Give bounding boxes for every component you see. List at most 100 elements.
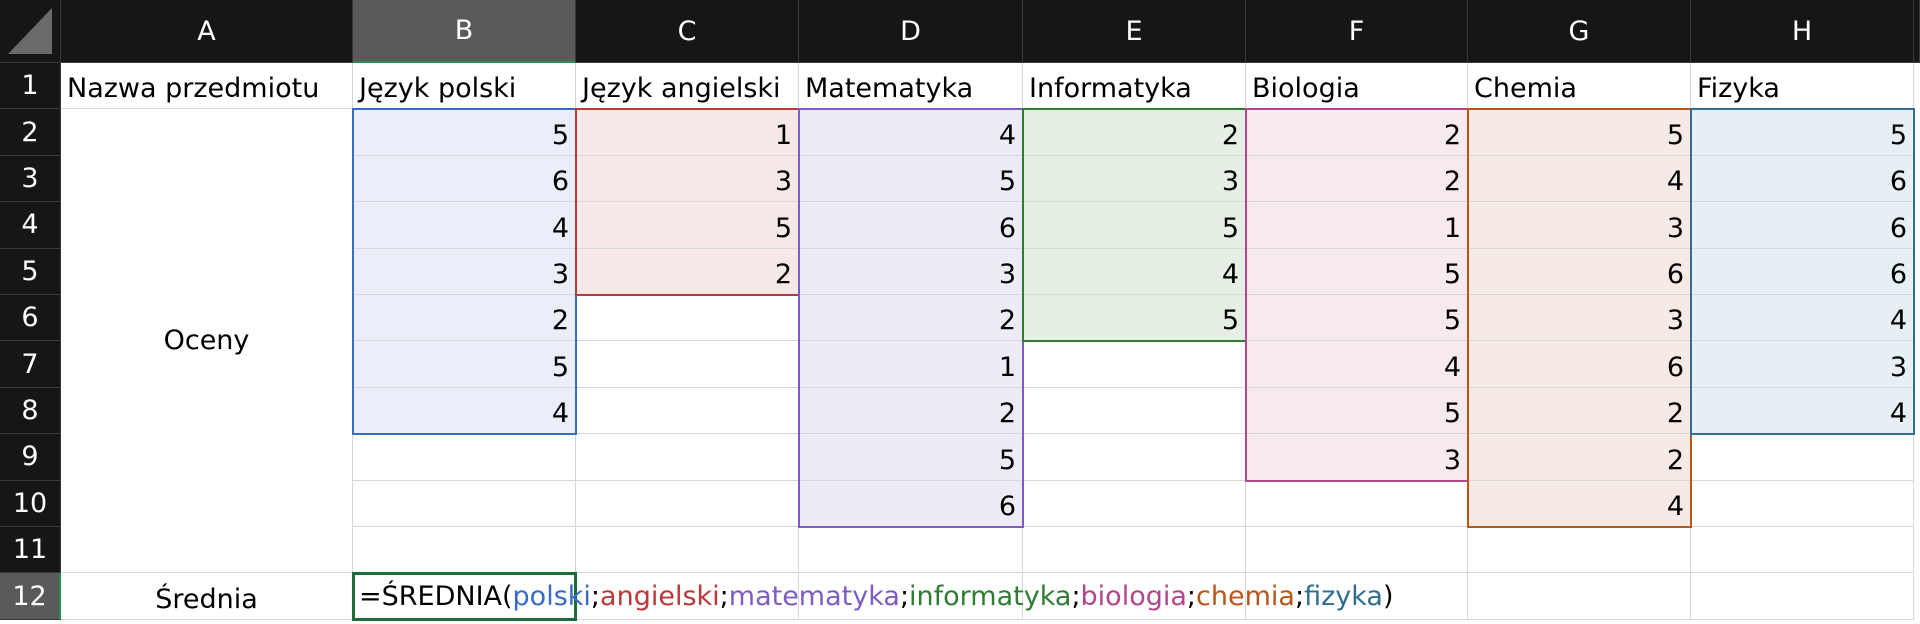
grade-cell[interactable]: 3 — [576, 155, 799, 203]
cell[interactable] — [799, 573, 1023, 620]
grade-cell[interactable]: 4 — [353, 387, 576, 435]
grade-cell[interactable]: 4 — [1023, 248, 1246, 295]
active-cell-b12[interactable] — [352, 572, 577, 621]
cell[interactable] — [576, 341, 799, 388]
grade-cell[interactable]: 2 — [1468, 387, 1691, 435]
grade-cell[interactable]: 5 — [799, 155, 1023, 203]
cell[interactable] — [353, 480, 576, 527]
cell[interactable] — [1023, 527, 1246, 574]
grade-cell[interactable]: 2 — [353, 295, 576, 342]
grade-cell[interactable]: 3 — [1246, 434, 1468, 481]
row-header-7[interactable]: 7 — [0, 341, 61, 388]
grade-cell[interactable]: 4 — [1246, 341, 1468, 388]
grade-cell[interactable]: 3 — [1468, 295, 1691, 342]
cell[interactable] — [1468, 573, 1691, 620]
grade-cell[interactable]: 5 — [353, 109, 576, 156]
grade-cell[interactable]: 6 — [353, 155, 576, 203]
grade-cell[interactable]: 3 — [353, 248, 576, 295]
grade-cell[interactable]: 4 — [1691, 295, 1914, 342]
row-header-3[interactable]: 3 — [0, 155, 61, 203]
grade-cell[interactable]: 2 — [799, 387, 1023, 435]
grade-cell[interactable]: 4 — [1468, 480, 1691, 527]
row-header-6[interactable]: 6 — [0, 295, 61, 342]
grade-cell[interactable]: 5 — [1246, 387, 1468, 435]
grade-cell[interactable]: 2 — [799, 295, 1023, 342]
grade-cell[interactable]: 4 — [1468, 155, 1691, 203]
grade-cell[interactable]: 6 — [1468, 248, 1691, 295]
grade-cell[interactable]: 3 — [1023, 155, 1246, 203]
column-header-g[interactable]: G — [1468, 0, 1691, 63]
column-header-d[interactable]: D — [799, 0, 1023, 63]
subject-header[interactable]: Matematyka — [799, 63, 1023, 110]
grade-cell[interactable]: 2 — [1468, 434, 1691, 481]
row-header-10[interactable]: 10 — [0, 480, 61, 527]
grade-cell[interactable]: 6 — [799, 202, 1023, 249]
row-header-1[interactable]: 1 — [0, 63, 61, 110]
grade-cell[interactable]: 3 — [1691, 341, 1914, 388]
grade-cell[interactable]: 4 — [1691, 387, 1914, 435]
grade-cell[interactable]: 5 — [1023, 202, 1246, 249]
row-header-12[interactable]: 12 — [0, 573, 61, 620]
cell[interactable] — [1246, 573, 1468, 620]
column-header-a[interactable]: A — [61, 0, 353, 63]
grade-cell[interactable]: 2 — [1246, 155, 1468, 203]
cell[interactable] — [1023, 573, 1246, 620]
cell[interactable] — [1246, 480, 1468, 527]
cell[interactable] — [576, 295, 799, 342]
cell[interactable] — [576, 480, 799, 527]
row-header-2[interactable]: 2 — [0, 109, 61, 156]
merged-cell-oceny[interactable]: Oceny — [61, 109, 352, 573]
row-header-4[interactable]: 4 — [0, 202, 61, 249]
cell-a1[interactable]: Nazwa przedmiotu — [61, 63, 353, 110]
grade-cell[interactable]: 6 — [1691, 155, 1914, 203]
grade-cell[interactable]: 2 — [576, 248, 799, 295]
grade-cell[interactable]: 4 — [353, 202, 576, 249]
grade-cell[interactable]: 1 — [799, 341, 1023, 388]
grade-cell[interactable]: 5 — [1468, 109, 1691, 156]
cell[interactable] — [1023, 480, 1246, 527]
row-header-5[interactable]: 5 — [0, 248, 61, 295]
grade-cell[interactable]: 2 — [1023, 109, 1246, 156]
cell-a12[interactable]: Średnia — [61, 573, 353, 620]
cell[interactable] — [799, 527, 1023, 574]
subject-header[interactable]: Fizyka — [1691, 63, 1914, 110]
cell[interactable] — [353, 527, 576, 574]
select-all-button[interactable] — [0, 0, 61, 63]
cell[interactable] — [1023, 341, 1246, 388]
cell[interactable] — [1691, 434, 1914, 481]
cell[interactable] — [1691, 480, 1914, 527]
grade-cell[interactable]: 6 — [799, 480, 1023, 527]
grade-cell[interactable]: 5 — [353, 341, 576, 388]
row-header-11[interactable]: 11 — [0, 527, 61, 574]
grade-cell[interactable]: 6 — [1468, 341, 1691, 388]
grade-cell[interactable]: 5 — [799, 434, 1023, 481]
cell[interactable] — [576, 387, 799, 435]
grade-cell[interactable]: 5 — [1246, 295, 1468, 342]
cell[interactable] — [1691, 573, 1914, 620]
grade-cell[interactable]: 6 — [1691, 248, 1914, 295]
column-header-c[interactable]: C — [576, 0, 799, 63]
column-header-h[interactable]: H — [1691, 0, 1914, 63]
grade-cell[interactable]: 1 — [1246, 202, 1468, 249]
subject-header[interactable]: Informatyka — [1023, 63, 1246, 110]
cell[interactable] — [1023, 387, 1246, 435]
grade-cell[interactable]: 5 — [576, 202, 799, 249]
cell[interactable] — [1691, 527, 1914, 574]
cell[interactable] — [1023, 434, 1246, 481]
column-header-b[interactable]: B — [353, 0, 576, 63]
grade-cell[interactable]: 2 — [1246, 109, 1468, 156]
subject-header[interactable]: Chemia — [1468, 63, 1691, 110]
grade-cell[interactable]: 3 — [799, 248, 1023, 295]
subject-header[interactable]: Biologia — [1246, 63, 1468, 110]
column-header-f[interactable]: F — [1246, 0, 1468, 63]
cell[interactable] — [1468, 527, 1691, 574]
cell[interactable] — [576, 573, 799, 620]
grade-cell[interactable]: 5 — [1246, 248, 1468, 295]
row-header-8[interactable]: 8 — [0, 387, 61, 435]
cell[interactable] — [353, 434, 576, 481]
grade-cell[interactable]: 5 — [1691, 109, 1914, 156]
column-header-e[interactable]: E — [1023, 0, 1246, 63]
cell[interactable] — [576, 434, 799, 481]
cell[interactable] — [576, 527, 799, 574]
subject-header[interactable]: Język angielski — [576, 63, 799, 110]
